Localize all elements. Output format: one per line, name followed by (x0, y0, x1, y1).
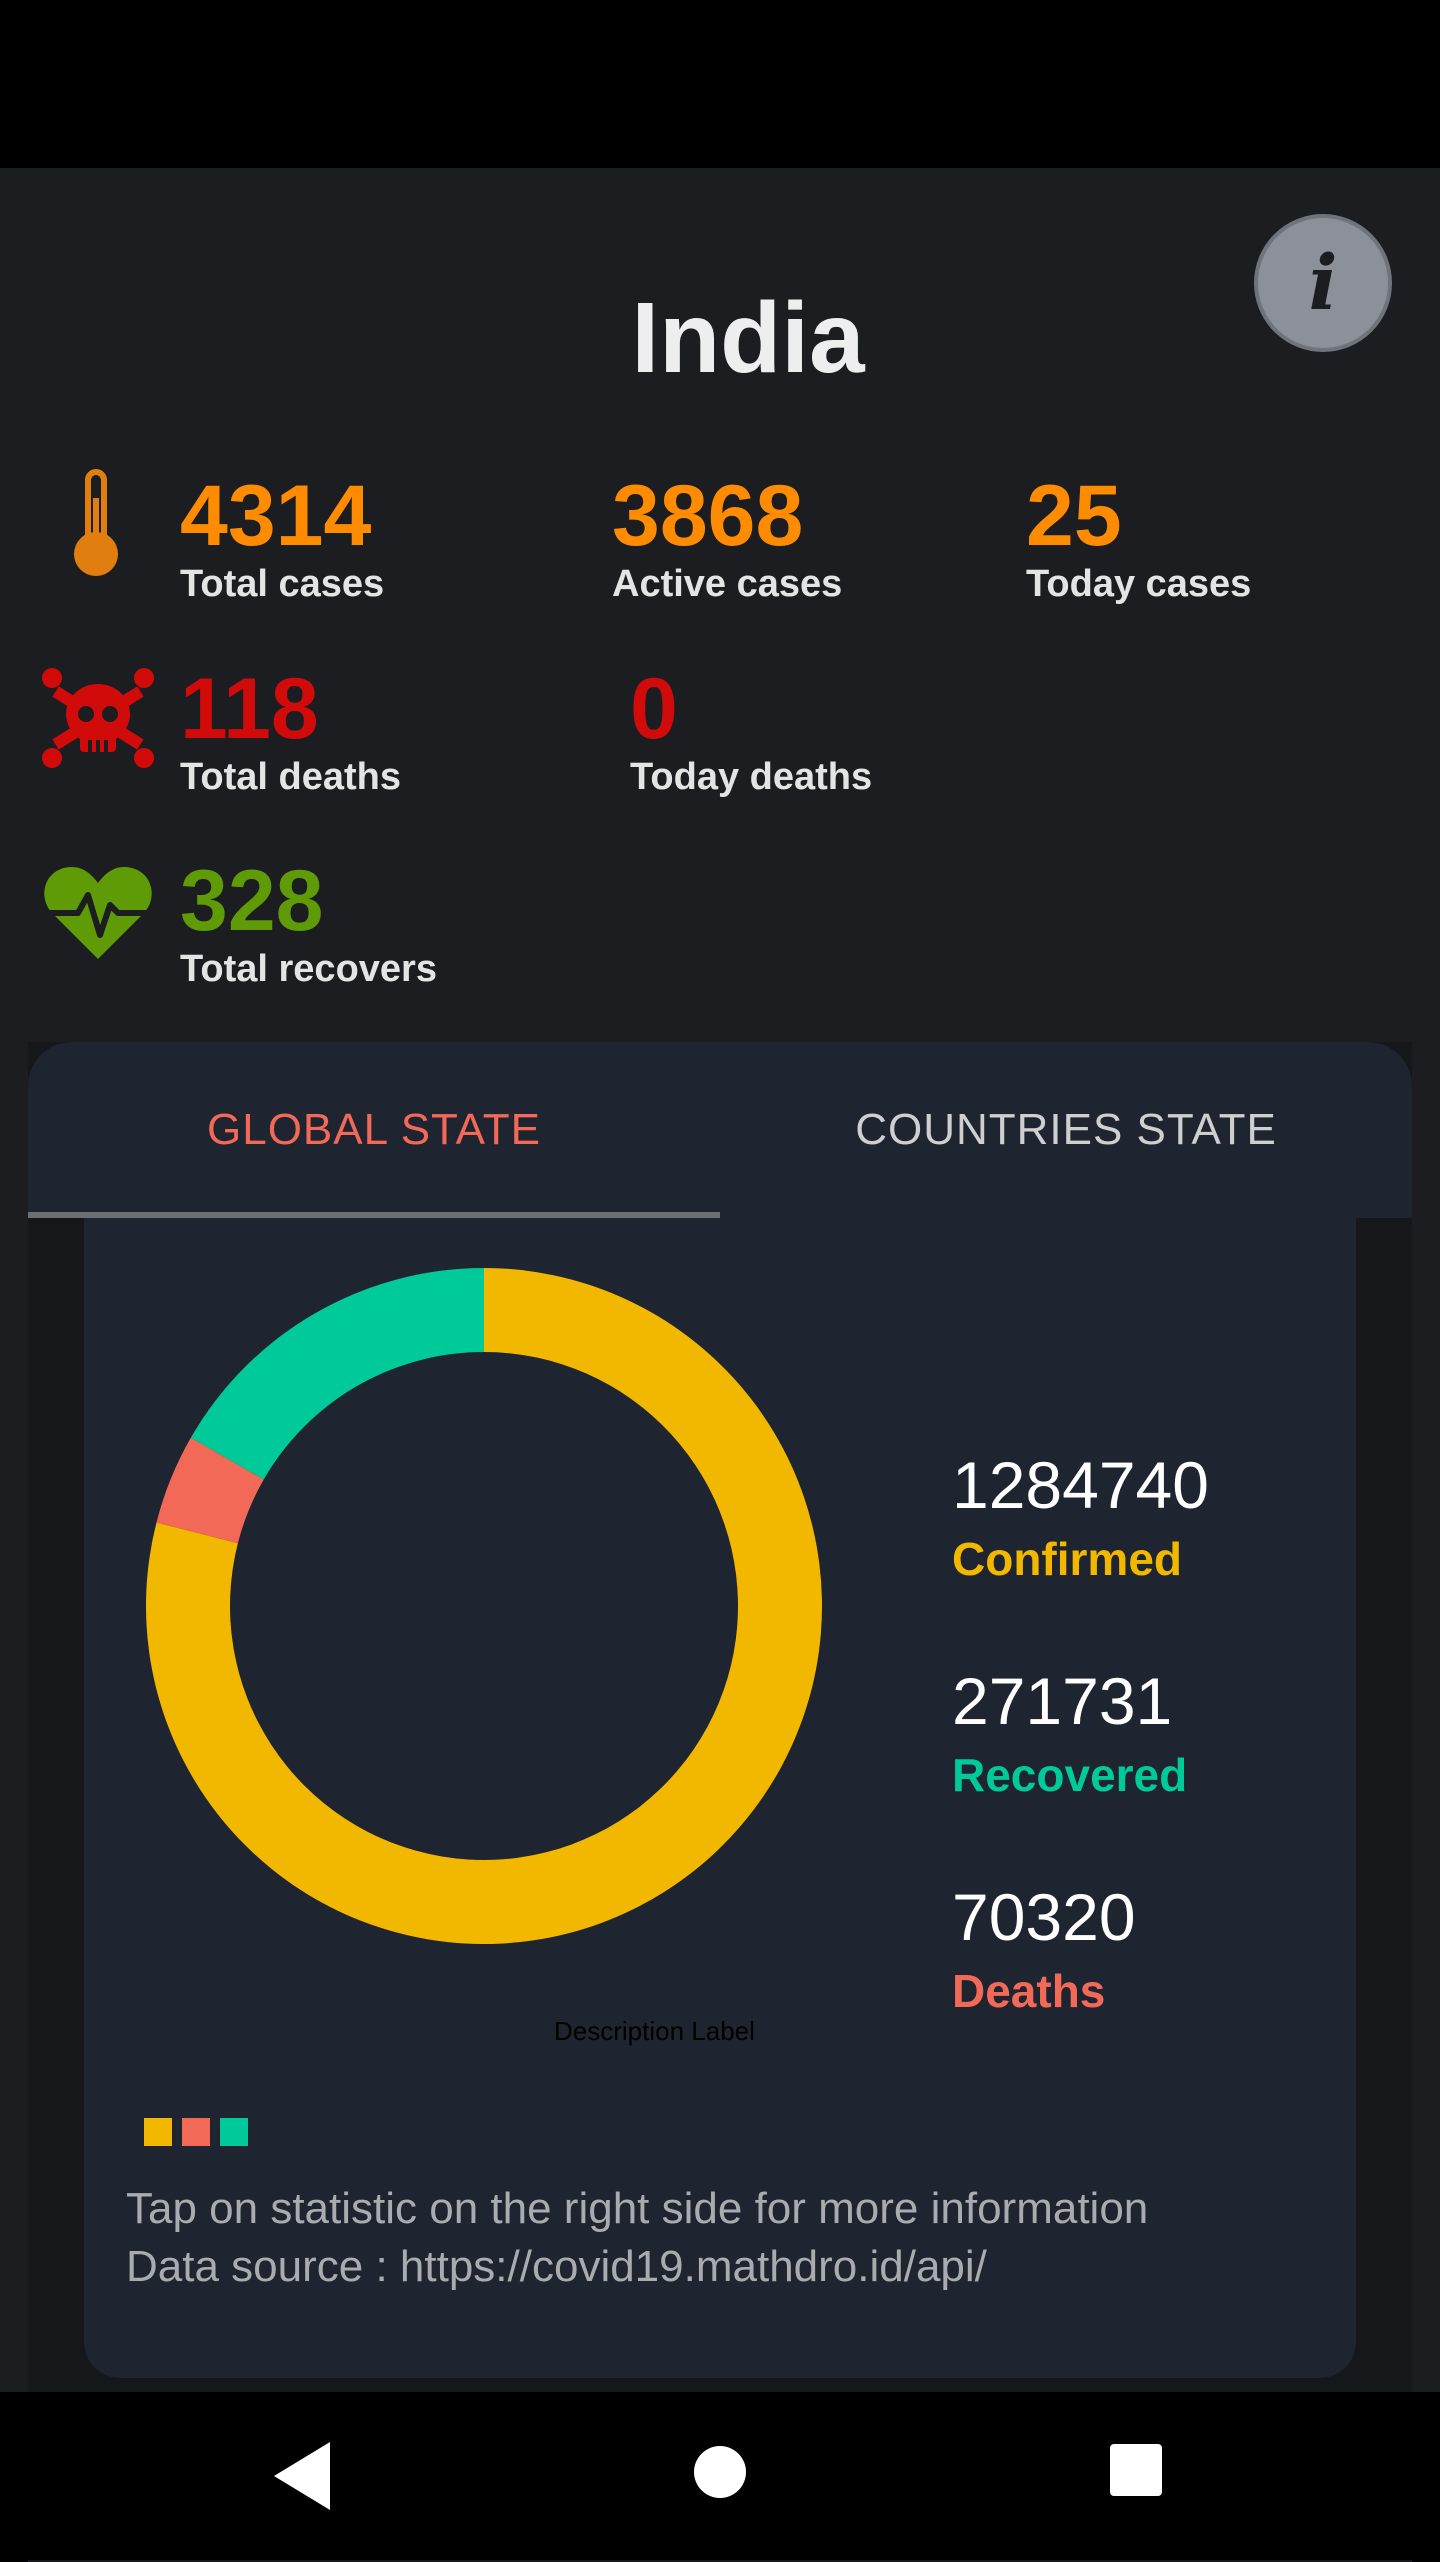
heartbeat-icon (44, 867, 152, 959)
confirmed-label: Confirmed (952, 1533, 1182, 1585)
deaths-value: 70320 (952, 1880, 1136, 1954)
recovered-value: 271731 (952, 1664, 1173, 1738)
today-cases-label: Today cases (1026, 563, 1252, 605)
app-screen: i India 4314 Total cases 3868 Active cas… (0, 168, 1440, 2562)
total-recovers-label: Total recovers (180, 948, 437, 990)
chart-description-label: Description Label (554, 2016, 755, 2046)
donut-chart[interactable] (144, 1266, 824, 1946)
total-recovers-value: 328 (180, 853, 324, 949)
stat-total-recovers: 328 Total recovers (180, 858, 437, 988)
tab-countries-state[interactable]: COUNTRIES STATE (855, 1105, 1277, 1154)
home-circle-icon[interactable] (692, 2444, 748, 2500)
back-triangle-icon[interactable] (270, 2436, 334, 2516)
total-cases-value: 4314 (180, 468, 372, 564)
info-text: Tap on statistic on the right side for m… (126, 2180, 1148, 2296)
legend-swatch-deaths (182, 2118, 210, 2146)
legend-swatch-recovered (220, 2118, 248, 2146)
stat-today-deaths: 0 Today deaths (630, 666, 872, 796)
info-button[interactable]: i (1254, 214, 1392, 352)
deaths-stat[interactable]: 70320 Deaths (952, 1884, 1136, 2014)
recents-square-icon[interactable] (1108, 2442, 1164, 2498)
stat-total-deaths: 118 Total deaths (180, 666, 401, 796)
today-deaths-value: 0 (630, 661, 678, 757)
data-source-line: Data source : https://covid19.mathdro.id… (126, 2242, 987, 2291)
total-deaths-value: 118 (180, 661, 319, 757)
active-cases-label: Active cases (612, 563, 843, 605)
chart-legend (144, 2118, 248, 2146)
skull-icon (42, 668, 154, 768)
stat-today-cases: 25 Today cases (1026, 473, 1251, 603)
tab-indicator (28, 1212, 720, 1218)
tab-global-state[interactable]: GLOBAL STATE (207, 1105, 541, 1154)
global-state-panel: Description Label 1284740 Confirmed 2717… (84, 1218, 1356, 2378)
recovered-stat[interactable]: 271731 Recovered (952, 1668, 1187, 1798)
confirmed-value: 1284740 (952, 1448, 1209, 1522)
total-cases-label: Total cases (180, 563, 385, 605)
stat-active-cases: 3868 Active cases (612, 473, 842, 603)
confirmed-stat[interactable]: 1284740 Confirmed (952, 1452, 1209, 1582)
today-deaths-label: Today deaths (630, 756, 873, 798)
donut-slice-recovered[interactable] (190, 1268, 484, 1480)
country-title: India (631, 282, 865, 394)
active-cases-value: 3868 (612, 468, 804, 564)
tab-bar: GLOBAL STATE COUNTRIES STATE (28, 1042, 1412, 1218)
thermometer-icon (74, 469, 118, 576)
recovered-label: Recovered (952, 1749, 1188, 1801)
info-icon: i (1308, 238, 1338, 327)
donut-slice-deaths[interactable] (156, 1437, 264, 1544)
stat-total-cases: 4314 Total cases (180, 473, 384, 603)
total-deaths-label: Total deaths (180, 756, 401, 798)
stats-card: GLOBAL STATE COUNTRIES STATE Description… (28, 1042, 1412, 2562)
status-bar (0, 0, 1440, 168)
today-cases-value: 25 (1026, 468, 1122, 564)
navigation-bar (0, 2392, 1440, 2560)
deaths-label: Deaths (952, 1965, 1106, 2017)
hint-line: Tap on statistic on the right side for m… (126, 2184, 1149, 2233)
legend-swatch-confirmed (144, 2118, 172, 2146)
